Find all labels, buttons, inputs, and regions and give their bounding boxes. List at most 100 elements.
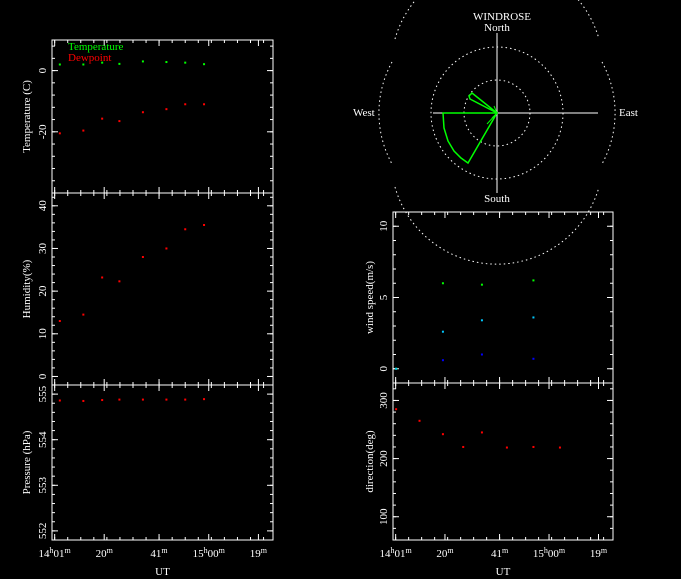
data-point (58, 320, 61, 322)
panel-2: 555 554 553 552 Pressure (hPa) 14h01m 20m 41m 15… (21, 384, 274, 578)
x-tick-label: 41m (491, 546, 509, 560)
data-point (82, 129, 85, 132)
y-tick-label: 40 (37, 200, 49, 212)
data-point (141, 256, 144, 258)
y-axis-label: Pressure (hPa) (21, 430, 33, 494)
panel-3: 0 5 10 wind speed(m/s) (364, 211, 614, 384)
data-point (441, 359, 444, 362)
x-tick-label: 19m (250, 546, 268, 560)
windrose-sector-small (468, 91, 498, 114)
y-tick-label: 555 (37, 385, 49, 402)
data-point (141, 111, 144, 114)
y-tick-label: 200 (378, 450, 390, 467)
x-axis-label: UT (155, 566, 170, 578)
y-axis-label: direction(deg) (364, 430, 376, 493)
y-tick-label: 10 (37, 328, 49, 340)
y-tick-label: 0 (378, 366, 390, 372)
data-point (101, 399, 104, 402)
data-point (395, 408, 398, 411)
data-point (82, 63, 85, 66)
data-point (558, 446, 561, 449)
data-point (480, 431, 483, 434)
data-point (141, 398, 144, 401)
data-point (203, 224, 206, 226)
data-point (165, 61, 168, 64)
x-tick-label: 14h01m (39, 546, 72, 560)
y-axis-label: Humidity(%) (21, 259, 33, 318)
y-tick-label: 553 (37, 477, 49, 494)
data-point (203, 63, 206, 66)
data-point (441, 282, 444, 285)
windrose-sector-large (442, 112, 499, 165)
data-point (532, 316, 535, 319)
y-tick-label: 552 (37, 523, 49, 540)
x-tick-label: 14h01m (380, 546, 413, 560)
y-tick-label: 100 (378, 508, 390, 525)
data-point (441, 433, 444, 436)
windrose-title: WINDROSE (473, 11, 531, 23)
data-point (82, 399, 85, 402)
data-point (165, 108, 168, 111)
windrose-west-label: West (353, 107, 375, 119)
x-tick-label: 15h00m (533, 546, 566, 560)
data-point (184, 61, 187, 64)
data-point (532, 279, 535, 282)
y-axis-label: wind speed(m/s) (364, 261, 376, 334)
data-point (165, 247, 168, 250)
data-point (58, 63, 61, 66)
plot-frame (392, 382, 614, 541)
data-point (203, 103, 206, 106)
data-point (184, 228, 187, 231)
y-axis-label: Temperature (C) (21, 80, 33, 153)
data-point (58, 399, 61, 402)
y-tick-label: 300 (378, 392, 390, 409)
data-point (118, 62, 121, 65)
data-point (441, 330, 444, 333)
data-point (118, 398, 121, 401)
data-point (118, 120, 121, 123)
y-tick-label: 0 (37, 373, 49, 379)
legend-temperature: Temperature (68, 41, 124, 53)
windrose-sector-spokes (486, 105, 498, 125)
data-point (101, 276, 104, 279)
y-tick-label: -20 (37, 124, 49, 139)
data-point (101, 61, 104, 64)
data-point (141, 60, 144, 63)
panel-4: 300 200 100 direction(deg) 14h01m 20m 41m 15h00… (364, 382, 614, 578)
plot-frame (51, 384, 274, 541)
data-point (101, 117, 104, 120)
x-tick-label: 15h00m (193, 546, 226, 560)
data-point (184, 398, 187, 401)
y-tick-label: 10 (378, 220, 390, 232)
data-point (532, 357, 535, 360)
data-point (480, 319, 483, 322)
y-tick-label: 0 (37, 67, 49, 73)
data-point (462, 445, 465, 448)
plot-frame (51, 192, 274, 386)
data-point (118, 280, 121, 283)
data-point (532, 445, 535, 448)
y-tick-label: 30 (37, 242, 49, 254)
legend-dewpoint: Dewpoint (68, 52, 111, 64)
y-tick-label: 20 (37, 285, 49, 297)
windrose-north-label: North (484, 22, 510, 34)
y-tick-label: 5 (378, 294, 390, 300)
windrose: WINDROSE North South East West (353, 0, 638, 265)
panel-0: 0 -20 Temperature (C) (21, 39, 274, 194)
data-point (184, 103, 187, 106)
data-point (418, 419, 421, 422)
windrose-east-label: East (619, 107, 638, 119)
x-tick-label: 41m (150, 546, 168, 560)
data-point (58, 132, 61, 135)
data-point (203, 398, 206, 401)
data-point (480, 353, 483, 356)
x-tick-label: 20m (436, 546, 454, 560)
data-point (165, 398, 168, 401)
data-point (395, 367, 398, 370)
data-point (82, 313, 85, 316)
windrose-south-label: South (484, 193, 510, 205)
data-point (480, 283, 483, 286)
x-axis-label: UT (496, 566, 511, 578)
panel-1: 0 10 20 30 40 Humidity(%) (21, 192, 274, 386)
